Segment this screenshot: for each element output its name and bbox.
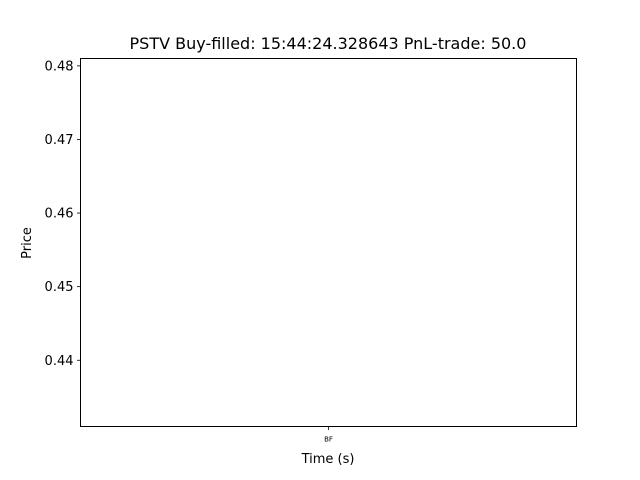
y-tick-label: 0.46 <box>45 207 74 222</box>
plot-area <box>80 58 577 427</box>
y-tick-label: 0.45 <box>45 280 74 295</box>
y-tick-label: 0.44 <box>45 354 74 369</box>
x-tick-label: BF <box>324 436 333 444</box>
y-axis-label: Price <box>20 227 35 259</box>
y-axis: 0.44 0.45 0.46 0.47 0.48 <box>45 59 81 369</box>
y-tick-label: 0.48 <box>45 59 74 74</box>
x-axis-label: Time (s) <box>301 452 355 467</box>
x-axis: BF <box>324 426 333 444</box>
y-tick-label: 0.47 <box>45 133 74 148</box>
chart-title: PSTV Buy-filled: 15:44:24.328643 PnL-tra… <box>130 34 527 53</box>
